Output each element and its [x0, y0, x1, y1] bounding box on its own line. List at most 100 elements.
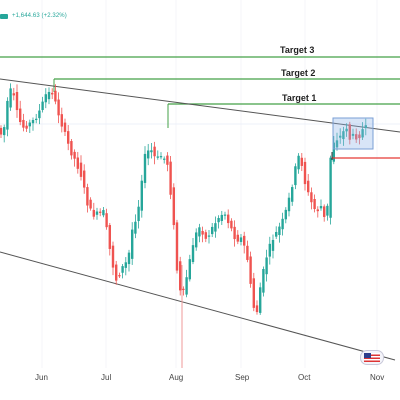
candle-93[interactable]	[297, 155, 300, 170]
candle-30[interactable]	[95, 211, 99, 215]
candle-44[interactable]	[140, 180, 143, 211]
candle-75[interactable]	[239, 237, 243, 242]
candle-61[interactable]	[195, 232, 198, 248]
candle-81[interactable]	[259, 287, 262, 313]
candle-66[interactable]	[211, 226, 214, 235]
candle-74[interactable]	[236, 234, 239, 242]
candle-27[interactable]	[86, 187, 89, 206]
candle-17[interactable]	[54, 90, 57, 102]
candle-94[interactable]	[300, 157, 303, 166]
candle-106[interactable]	[339, 135, 342, 138]
candle-4[interactable]	[12, 93, 15, 96]
candle-23[interactable]	[73, 151, 76, 159]
candle-64[interactable]	[204, 232, 207, 239]
candle-60[interactable]	[191, 245, 195, 263]
candle-35[interactable]	[111, 245, 115, 268]
candle-57[interactable]	[182, 288, 185, 290]
candle-79[interactable]	[252, 278, 255, 308]
candle-87[interactable]	[278, 226, 281, 235]
candle-22[interactable]	[70, 141, 73, 156]
candle-16[interactable]	[51, 92, 54, 95]
candle-13[interactable]	[41, 101, 44, 111]
candle-83[interactable]	[265, 257, 268, 275]
candle-41[interactable]	[131, 229, 134, 259]
candle-24[interactable]	[76, 157, 79, 169]
candle-9[interactable]	[28, 122, 31, 127]
candle-65[interactable]	[207, 235, 211, 237]
candle-82[interactable]	[262, 268, 265, 293]
us-flag-icon[interactable]	[360, 350, 384, 365]
candle-110[interactable]	[351, 133, 355, 136]
candle-104[interactable]	[332, 142, 335, 162]
candle-71[interactable]	[227, 214, 230, 224]
candle-109[interactable]	[348, 124, 351, 140]
candle-92[interactable]	[294, 166, 297, 186]
candle-113[interactable]	[361, 129, 364, 138]
candle-89[interactable]	[284, 209, 287, 220]
candle-63[interactable]	[201, 230, 204, 235]
candle-25[interactable]	[79, 162, 83, 177]
candle-19[interactable]	[60, 114, 63, 127]
candle-37[interactable]	[118, 275, 121, 277]
candle-73[interactable]	[233, 226, 236, 240]
candle-69[interactable]	[220, 214, 223, 221]
candle-62[interactable]	[198, 227, 201, 237]
candle-77[interactable]	[246, 245, 249, 260]
candle-26[interactable]	[83, 170, 86, 188]
candle-2[interactable]	[6, 100, 9, 130]
candle-111[interactable]	[355, 134, 358, 140]
lower-trend-line[interactable]	[0, 251, 396, 361]
consolidation-box[interactable]	[332, 117, 374, 150]
candle-78[interactable]	[249, 256, 252, 284]
candle-105[interactable]	[335, 140, 339, 148]
candle-11[interactable]	[35, 118, 38, 120]
candle-46[interactable]	[147, 150, 150, 159]
candle-102[interactable]	[326, 205, 329, 216]
candle-6[interactable]	[19, 108, 22, 123]
candle-0[interactable]	[0, 127, 3, 135]
candle-34[interactable]	[108, 225, 111, 249]
candle-88[interactable]	[281, 218, 284, 230]
candle-56[interactable]	[179, 261, 182, 291]
candle-54[interactable]	[172, 187, 175, 226]
candle-50[interactable]	[159, 156, 163, 158]
candle-70[interactable]	[223, 214, 227, 216]
candle-85[interactable]	[271, 239, 275, 251]
candle-80[interactable]	[255, 305, 259, 313]
candle-43[interactable]	[137, 206, 140, 222]
candle-12[interactable]	[38, 110, 41, 119]
candle-114[interactable]	[364, 125, 367, 129]
candle-21[interactable]	[67, 131, 70, 144]
candle-84[interactable]	[268, 243, 271, 257]
candle-10[interactable]	[31, 120, 35, 124]
candle-59[interactable]	[188, 259, 191, 280]
candle-48[interactable]	[153, 146, 156, 157]
candle-5[interactable]	[15, 91, 19, 111]
candle-42[interactable]	[134, 221, 137, 234]
candle-36[interactable]	[115, 264, 118, 281]
candle-76[interactable]	[243, 235, 246, 246]
candle-14[interactable]	[44, 94, 47, 103]
candle-67[interactable]	[214, 223, 217, 232]
candle-55[interactable]	[175, 222, 179, 271]
candle-52[interactable]	[166, 155, 169, 165]
candle-53[interactable]	[169, 161, 172, 195]
candle-20[interactable]	[63, 122, 67, 132]
candle-103[interactable]	[329, 157, 332, 218]
candle-90[interactable]	[287, 197, 291, 212]
candle-101[interactable]	[323, 206, 326, 217]
candle-32[interactable]	[102, 210, 105, 216]
candle-96[interactable]	[307, 180, 310, 193]
candle-1[interactable]	[3, 127, 6, 136]
candle-97[interactable]	[310, 192, 313, 203]
candle-68[interactable]	[217, 217, 220, 223]
candle-91[interactable]	[291, 187, 294, 202]
candle-107[interactable]	[342, 131, 345, 140]
candle-72[interactable]	[230, 220, 233, 229]
candle-49[interactable]	[156, 156, 159, 158]
candle-108[interactable]	[345, 128, 348, 132]
candle-28[interactable]	[89, 199, 92, 209]
candle-29[interactable]	[92, 209, 95, 217]
candle-8[interactable]	[25, 125, 28, 129]
